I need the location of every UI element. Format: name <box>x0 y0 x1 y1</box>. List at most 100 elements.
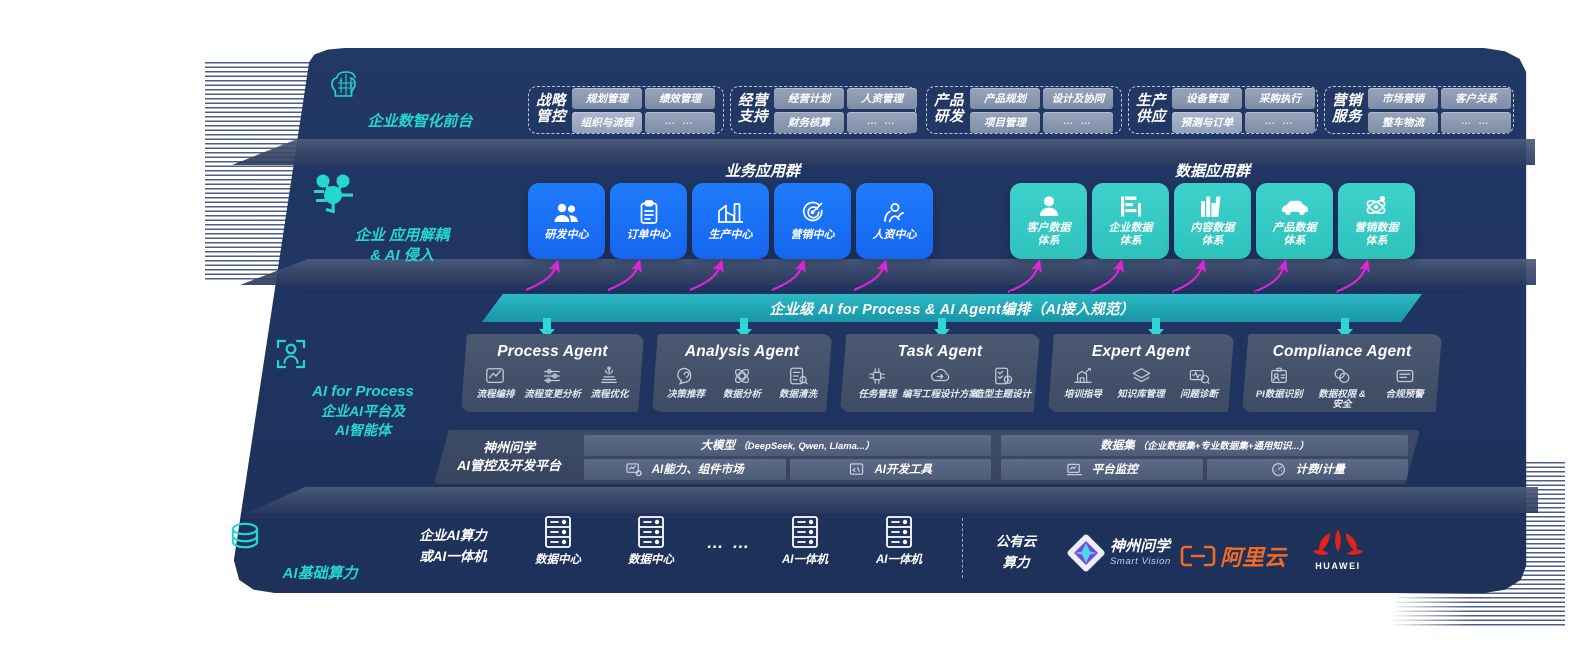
data-card-customer[interactable]: 客户数据 体系 <box>1010 183 1087 259</box>
domain-group-production-supply[interactable]: 生产 供应 设备管理 采购执行 预测与订单 … … <box>1128 86 1318 134</box>
rail-label-line2: & AI 侵入 <box>370 247 434 265</box>
domain-chip-more[interactable]: … … <box>1441 111 1511 133</box>
agent-card-analysis[interactable]: Analysis Agent 决策推荐 数据分析 <box>652 334 832 412</box>
domain-chip[interactable]: 整车物流 <box>1368 111 1438 133</box>
agent-card-compliance[interactable]: Compliance Agent PI数据识别 数据权限 & 安全 <box>1242 334 1442 412</box>
data-card-enterprise[interactable]: 企业数据 体系 <box>1092 183 1169 259</box>
domain-chip[interactable]: 绩效管理 <box>645 87 715 109</box>
agent-capability[interactable]: 知识库管理 <box>1112 366 1169 400</box>
rail-label-line1: 企业 应用解耦 <box>354 227 450 244</box>
app-card-production-center[interactable]: 生产中心 <box>692 183 769 259</box>
platform-cell-label: AI能力、组件市场 <box>651 464 744 476</box>
app-card-rnd-center[interactable]: 研发中心 <box>528 183 605 259</box>
monitor-icon <box>1066 462 1083 477</box>
logo-shenzhou-wenxue[interactable]: 神州问学 Smart Vision <box>1066 533 1171 573</box>
infra-node-ai-appliance-2[interactable]: AI一体机 <box>866 515 932 567</box>
agent-card-expert[interactable]: Expert Agent 培训指导 知识库管理 <box>1048 334 1234 412</box>
domain-group-operations[interactable]: 经营 支持 经营计划 人资管理 财务核算 … … <box>730 86 917 134</box>
agent-capability[interactable]: 合规预警 <box>1374 366 1436 400</box>
agent-title: Analysis Agent <box>684 343 800 360</box>
ellipsis-label: … … <box>706 533 752 552</box>
domain-chip[interactable]: 组织与流程 <box>572 111 642 133</box>
capability-label: 数据分析 <box>722 389 761 400</box>
target-icon <box>800 201 825 225</box>
platform-cell-billing[interactable]: 计费/计量 <box>1206 458 1408 480</box>
capability-label: 数据清洗 <box>778 389 817 400</box>
agent-capability[interactable]: 数据清洗 <box>770 366 825 400</box>
logo-huawei[interactable]: HUAWEI <box>1312 528 1364 571</box>
platform-cell-devtools[interactable]: AI开发工具 <box>789 458 991 480</box>
agent-capability[interactable]: 问题诊断 <box>1170 366 1227 400</box>
platform-cell-monitoring[interactable]: 平台监控 <box>1001 458 1203 480</box>
domain-chip[interactable]: 设计及协同 <box>1043 87 1113 109</box>
domain-group-marketing-service[interactable]: 营销 服务 市场营销 客户关系 整车物流 … … <box>1324 86 1514 134</box>
data-card-product[interactable]: 产品数据 体系 <box>1256 183 1333 259</box>
data-card-marketing[interactable]: 营销数据 体系 <box>1338 183 1415 259</box>
platform-cell-marketplace[interactable]: AI能力、组件市场 <box>584 458 786 480</box>
infra-label: AI一体机 <box>876 554 922 566</box>
agent-capability[interactable]: 造型主题设计 <box>972 366 1034 400</box>
domain-chip[interactable]: 市场营销 <box>1368 87 1438 109</box>
capability-label: PI数据识别 <box>1255 389 1303 400</box>
user-badge-icon <box>1038 194 1060 218</box>
app-card-marketing-center[interactable]: 营销中心 <box>774 183 851 259</box>
agent-capability[interactable]: 任务管理 <box>846 366 908 400</box>
id-card-icon <box>1269 366 1289 387</box>
capability-label: 流程优化 <box>590 389 629 400</box>
agent-card-task[interactable]: Task Agent 任务管理 编写工程设计方案 <box>840 334 1040 412</box>
platform-name: 神州问学 AI管控及开发平台 <box>456 440 561 473</box>
agent-capability[interactable]: PI数据识别 <box>1248 366 1310 400</box>
domain-group-product-rnd[interactable]: 产品 研发 产品规划 设计及协同 项目管理 … … <box>926 86 1122 134</box>
data-card-content[interactable]: 内容数据 体系 <box>1174 183 1251 259</box>
agent-capability[interactable]: 数据分析 <box>714 366 769 400</box>
infra-node-ai-appliance-1[interactable]: AI一体机 <box>772 515 838 567</box>
domain-chip[interactable]: 规划管理 <box>572 87 642 109</box>
domain-chip[interactable]: 人资管理 <box>847 87 917 109</box>
agent-capability[interactable]: 流程优化 <box>581 366 637 400</box>
domain-chip[interactable]: 财务核算 <box>774 111 844 133</box>
domain-group-title: 经营 支持 <box>738 93 768 125</box>
infra-label: AI一体机 <box>782 554 828 566</box>
domain-group-title: 营销 服务 <box>1332 93 1362 125</box>
infra-label-line2: 算力 <box>1002 554 1030 570</box>
business-group-title: 业务应用群 <box>725 163 801 180</box>
domain-chip[interactable]: 设备管理 <box>1172 87 1242 109</box>
domain-chip[interactable]: 客户关系 <box>1441 87 1511 109</box>
agent-capability[interactable]: 流程变更分析 <box>524 366 581 400</box>
tier-separator-dashed <box>306 291 1462 292</box>
agent-capability[interactable]: 决策推荐 <box>658 366 713 400</box>
app-card-label: 研发中心 <box>544 228 589 241</box>
agent-capability[interactable]: 数据权限 & 安全 <box>1311 366 1373 411</box>
agent-capability[interactable]: 培训指导 <box>1054 366 1111 400</box>
capability-label: 流程编排 <box>476 389 515 400</box>
agent-capability[interactable]: 编写工程设计方案 <box>902 366 978 400</box>
infra-enterprise-compute: 企业AI算力 或AI一体机 <box>398 524 508 566</box>
domain-chip[interactable]: 项目管理 <box>970 111 1040 133</box>
rail-ai-base-compute: AI基础算力 <box>225 518 415 584</box>
agent-capability[interactable]: 流程编排 <box>467 366 523 400</box>
domain-chip[interactable]: 采购执行 <box>1245 87 1315 109</box>
app-card-order-center[interactable]: 订单中心 <box>610 183 687 259</box>
platform-models-bar[interactable]: 大模型 （DeepSeek, Qwen, Llama...） <box>584 434 991 456</box>
domain-chip[interactable]: 产品规划 <box>970 87 1040 109</box>
domain-chip-more[interactable]: … … <box>847 111 917 133</box>
domain-chip-more[interactable]: … … <box>1043 111 1113 133</box>
tier-shelf-3 <box>248 487 1538 513</box>
domain-chip-more[interactable]: … … <box>645 111 715 133</box>
domain-group-strategy[interactable]: 战略 管控 规划管理 绩效管理 组织与流程 … … <box>528 86 724 134</box>
infra-label-line2: 或AI一体机 <box>419 548 487 564</box>
tier-shelf-2 <box>240 259 1536 285</box>
domain-chip[interactable]: 预测与订单 <box>1172 111 1242 133</box>
orchestration-bar[interactable]: 企业级 AI for Process & AI Agent编排（AI接入规范） <box>482 294 1422 322</box>
infra-node-datacenter-1[interactable]: 数据中心 <box>525 515 591 567</box>
infra-label-line1: 企业AI算力 <box>419 528 487 543</box>
infra-node-datacenter-2[interactable]: 数据中心 <box>618 515 684 567</box>
platform-cell-label: 平台监控 <box>1091 464 1138 476</box>
data-card-label: 产品数据 体系 <box>1272 222 1317 247</box>
platform-dataset-bar[interactable]: 数据集 （企业数据集+专业数据集+通用知识...） <box>1001 434 1408 456</box>
app-card-hr-center[interactable]: 人资中心 <box>856 183 933 259</box>
agent-card-process[interactable]: Process Agent 流程编排 流程变更分析 <box>461 334 644 412</box>
logo-aliyun[interactable]: 阿里云 <box>1180 540 1286 572</box>
domain-chip[interactable]: 经营计划 <box>774 87 844 109</box>
domain-chip-more[interactable]: … … <box>1245 111 1315 133</box>
